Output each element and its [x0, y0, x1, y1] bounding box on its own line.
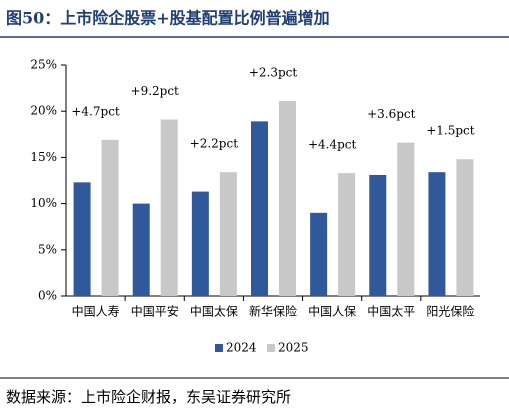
annotation: +3.6pct — [367, 107, 416, 121]
bar — [101, 139, 119, 296]
legend-swatch — [215, 344, 223, 352]
bar — [132, 203, 150, 296]
y-tick-label: 15% — [30, 150, 57, 164]
bar — [397, 142, 415, 296]
x-tick-label: 中国太保 — [190, 304, 238, 319]
bar — [279, 101, 296, 296]
annotation: +2.3pct — [249, 66, 298, 80]
y-tick-label: 0% — [38, 289, 57, 303]
x-tick-label: 新华保险 — [249, 304, 297, 319]
bar — [219, 172, 237, 296]
annotation: +9.2pct — [131, 84, 180, 98]
y-tick-label: 10% — [30, 196, 57, 210]
x-tick-label: 中国太平 — [367, 304, 415, 319]
bar — [73, 182, 91, 296]
y-tick-label: 20% — [30, 104, 57, 118]
bar — [456, 159, 474, 296]
annotation: +2.2pct — [190, 137, 239, 151]
x-tick-label: 中国人保 — [308, 304, 356, 319]
bar — [191, 191, 209, 296]
y-tick-label: 25% — [30, 58, 57, 72]
annotation: +4.4pct — [308, 138, 357, 152]
x-tick-label: 中国人寿 — [72, 304, 120, 319]
bar — [369, 174, 387, 296]
bar — [160, 119, 178, 297]
chart-title: 图50：上市险企股票+股基配置比例普遍增加 — [6, 9, 330, 28]
x-tick-label: 中国平安 — [131, 304, 179, 319]
bar — [310, 212, 328, 296]
annotation: +4.7pct — [71, 104, 120, 118]
y-tick-label: 5% — [38, 242, 57, 256]
legend-swatch — [267, 344, 275, 352]
legend-label: 2025 — [278, 341, 309, 355]
legend-label: 2024 — [226, 341, 257, 355]
bar — [251, 121, 268, 296]
bar — [338, 173, 356, 296]
annotation: +1.5pct — [426, 124, 475, 138]
bar — [428, 172, 446, 296]
source: 数据来源：上市险企财报，东吴证券研究所 — [6, 388, 291, 406]
x-tick-label: 阳光保险 — [426, 304, 474, 319]
